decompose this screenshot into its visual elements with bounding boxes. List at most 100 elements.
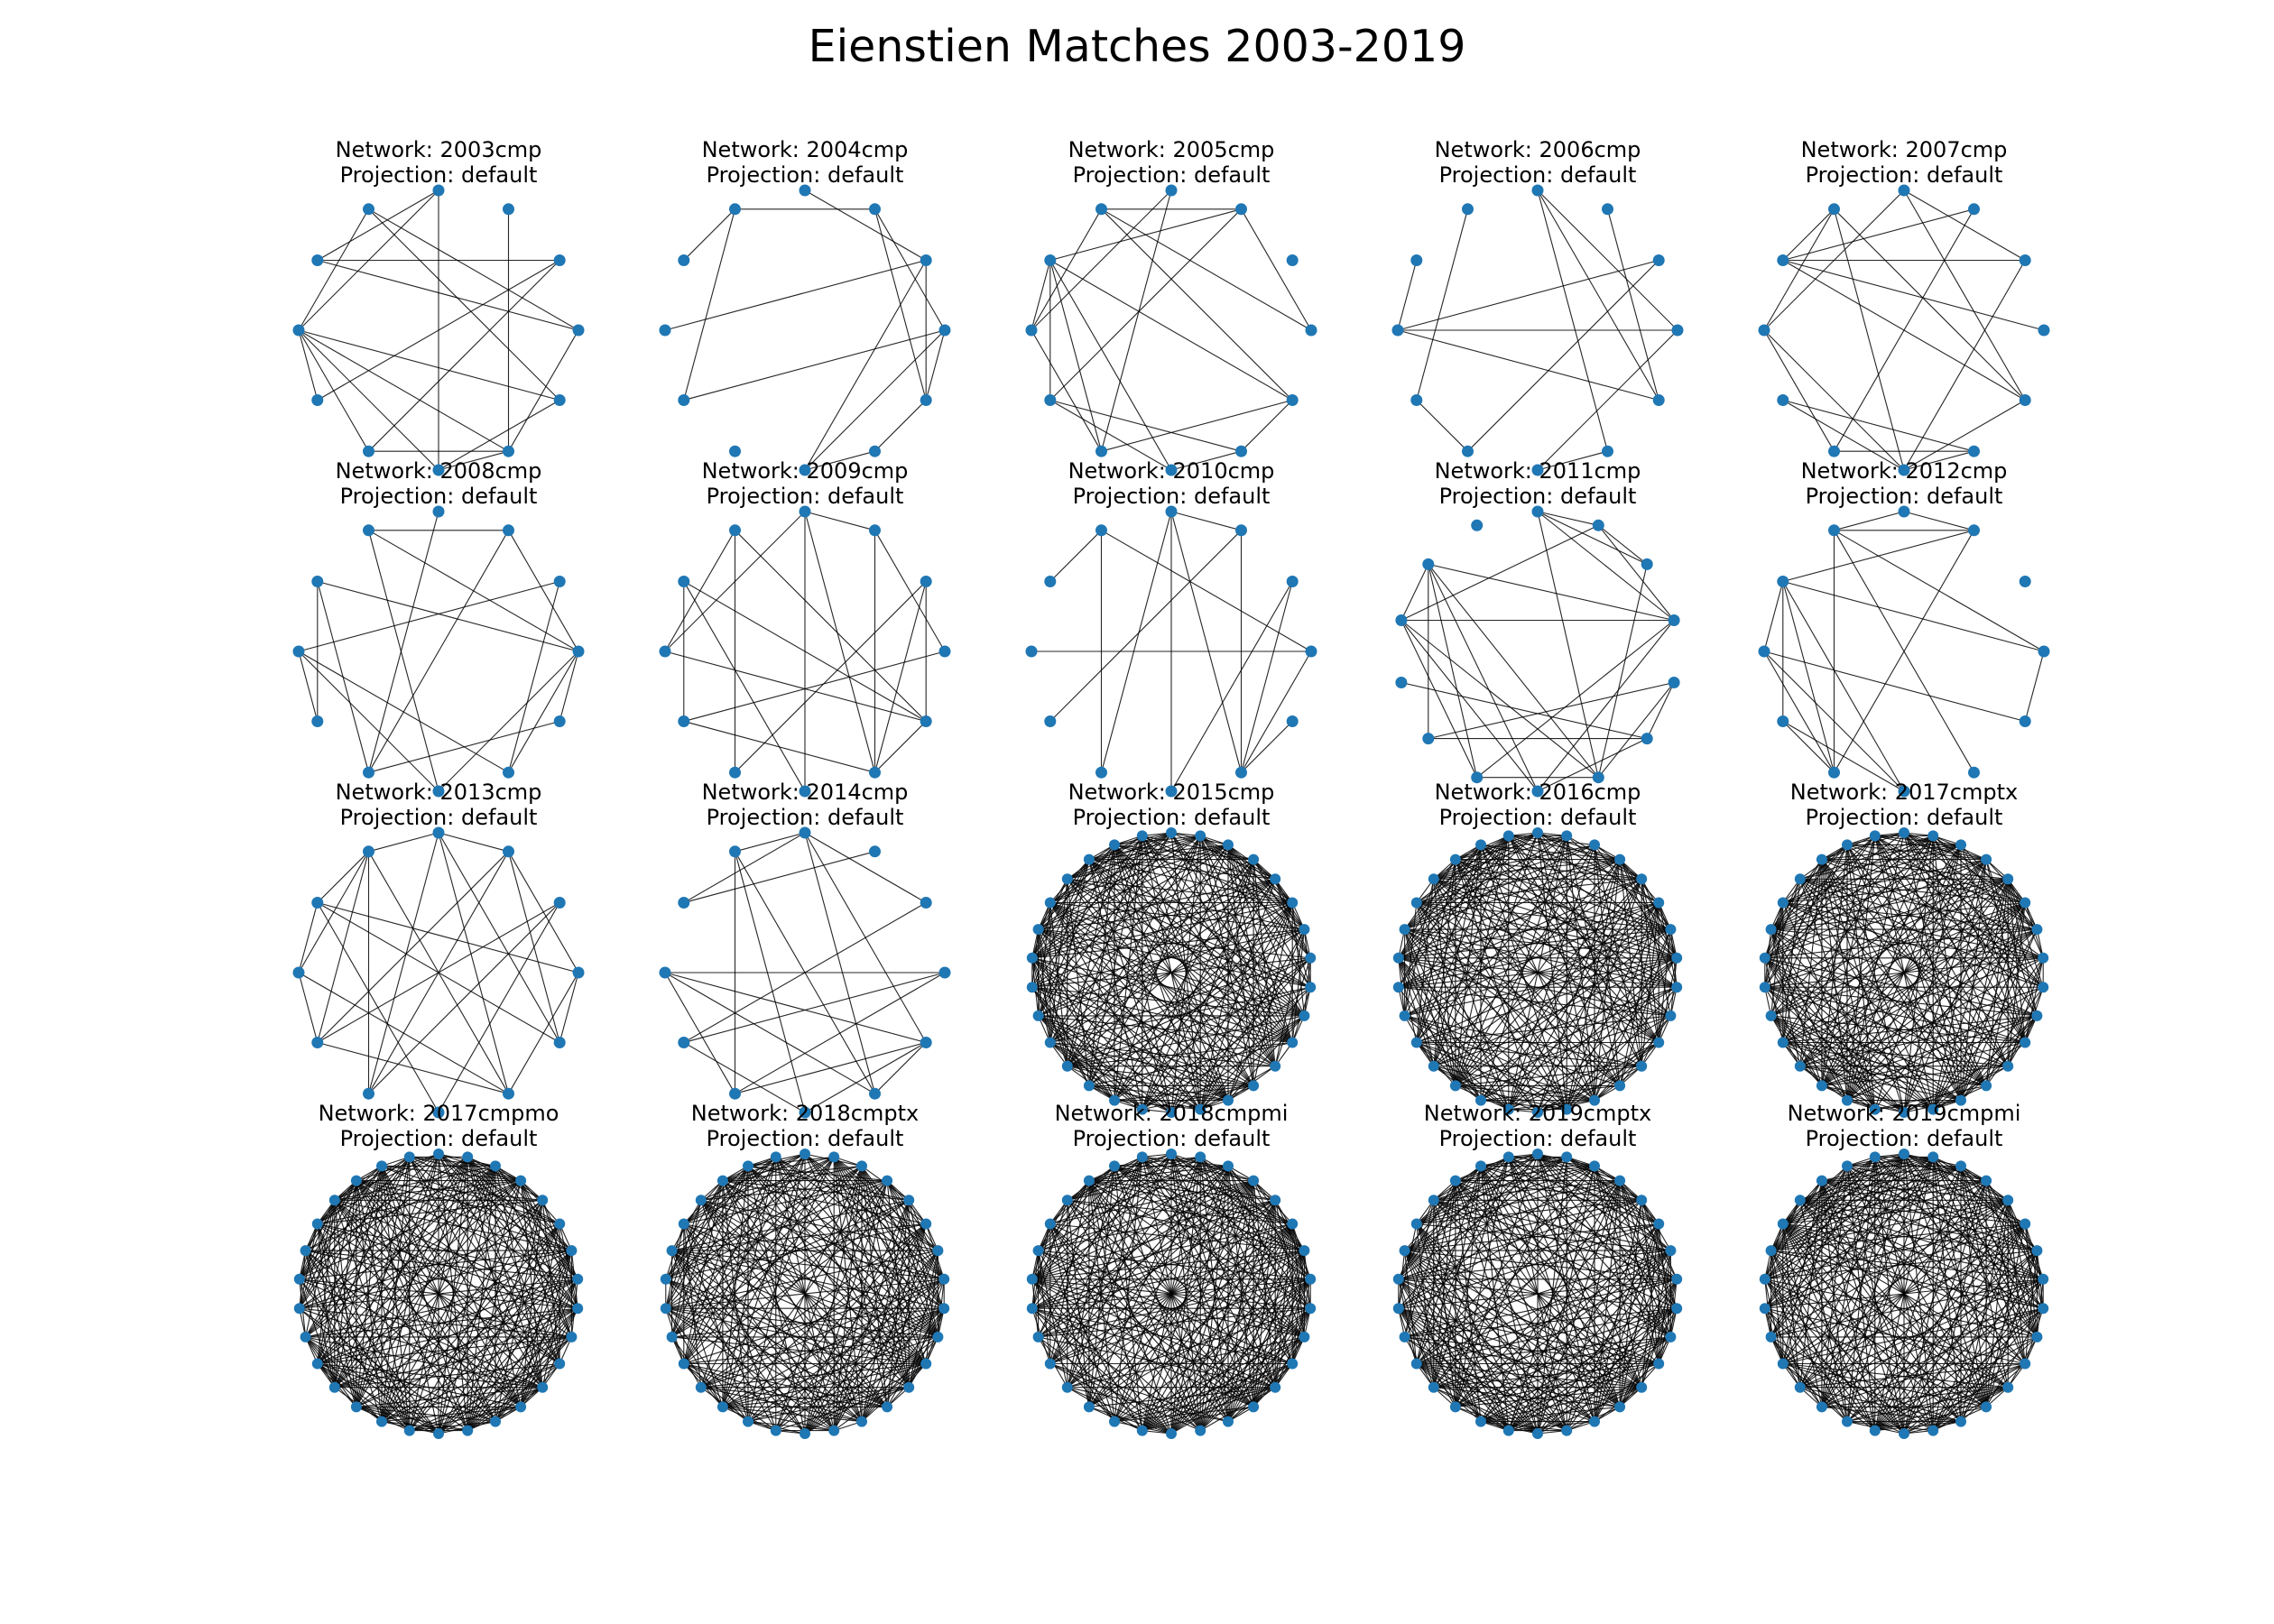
network-node — [1395, 677, 1408, 688]
network-edge — [1416, 902, 1621, 1086]
network-edge — [467, 1157, 560, 1364]
network-node — [2038, 1303, 2049, 1315]
network-edge — [1199, 1223, 1293, 1431]
network-node — [882, 1401, 893, 1413]
network-edge — [1782, 1223, 1801, 1388]
network-edge — [1455, 844, 1482, 1086]
network-node — [1671, 324, 1684, 337]
network-node — [1044, 1037, 1056, 1048]
network-edge — [1846, 832, 1905, 1101]
network-edge — [467, 1157, 543, 1388]
network-node — [1061, 873, 1073, 885]
network-edge — [1031, 1223, 1293, 1309]
network-edge — [368, 530, 509, 773]
network-edge — [1537, 1250, 1671, 1435]
network-node — [328, 1381, 340, 1393]
network-edge — [1874, 1157, 2038, 1338]
network-edge — [1833, 208, 1905, 471]
network-edge — [1537, 189, 1659, 401]
network-edge — [356, 1180, 572, 1338]
network-edge — [665, 1278, 927, 1365]
node-layer — [659, 505, 951, 798]
network-edge — [1782, 721, 1905, 792]
network-edge — [1404, 1250, 1510, 1431]
network-node — [1828, 524, 1840, 537]
network-edge — [1241, 400, 1293, 452]
network-node — [1095, 524, 1107, 537]
network-edge — [299, 1278, 411, 1431]
network-node — [1299, 924, 1310, 936]
network-edge — [1455, 1223, 1659, 1407]
network-edge — [1606, 208, 1659, 401]
network-node — [1032, 924, 1044, 936]
network-node — [869, 524, 881, 537]
network-edge — [1821, 1157, 1934, 1407]
network-node — [1235, 524, 1247, 537]
network-edge — [1038, 1250, 1254, 1407]
network-node — [432, 505, 445, 518]
network-edge — [1960, 1200, 2009, 1422]
network-node — [1955, 1160, 1966, 1172]
network-edge — [1764, 1307, 1987, 1407]
network-edge — [1433, 835, 1510, 1066]
network-node — [1270, 873, 1281, 885]
network-edge — [1537, 620, 1675, 792]
network-edge — [305, 1250, 411, 1431]
network-edge — [1619, 1223, 1659, 1407]
network-edge — [1433, 835, 1510, 880]
network-node — [462, 1151, 474, 1163]
network-edge — [1508, 1157, 1595, 1422]
network-edge — [438, 832, 509, 853]
network-node — [1502, 1151, 1514, 1163]
network-node — [515, 1401, 527, 1413]
network-node — [1305, 1273, 1317, 1285]
network-edge — [1834, 208, 2026, 401]
network-node — [1248, 854, 1260, 865]
network-edge — [1049, 1362, 1201, 1432]
network-edge — [1416, 878, 1642, 904]
network-node — [1399, 1245, 1410, 1257]
network-node — [363, 203, 374, 216]
network-node — [1842, 1094, 1853, 1106]
network-edge — [1799, 835, 1876, 1066]
network-node — [1828, 203, 1840, 216]
network-edge — [1031, 879, 1068, 959]
network-edge — [665, 1307, 863, 1423]
network-edge — [298, 651, 319, 722]
network-node — [1561, 830, 1573, 842]
edge-layer — [1031, 189, 1312, 471]
network-edge — [1114, 844, 1293, 904]
network-edge — [368, 902, 560, 1094]
network-edge — [1428, 564, 1539, 792]
network-edge — [1038, 1250, 1311, 1280]
network-edge — [1770, 878, 2009, 1017]
network-edge — [1398, 957, 1539, 1113]
network-edge — [1782, 1041, 1987, 1086]
network-edge — [683, 208, 735, 261]
network-edge — [1398, 986, 1482, 1101]
network-node — [1653, 1218, 1665, 1230]
network-edge — [438, 1153, 572, 1251]
network-edge — [317, 259, 579, 331]
network-node — [678, 1218, 689, 1230]
network-node — [363, 766, 374, 779]
network-edge — [1291, 929, 1305, 1043]
network-edge — [1770, 1015, 1876, 1111]
network-edge — [1799, 859, 1823, 1066]
network-edge — [1821, 1157, 1876, 1407]
network-edge — [1821, 1180, 1905, 1435]
network-edge — [1764, 844, 1848, 988]
network-edge — [1031, 986, 1229, 1102]
network-edge — [1416, 1223, 1510, 1431]
network-node — [1044, 254, 1057, 266]
network-node — [376, 1416, 387, 1427]
network-edge — [1770, 859, 1823, 1017]
network-edge — [1770, 928, 1848, 1101]
network-edge — [1038, 1166, 1115, 1338]
network-edge — [1088, 1180, 1143, 1431]
network-edge — [409, 1156, 578, 1309]
network-edge — [1404, 928, 1642, 1067]
network-edge — [1764, 957, 1962, 1102]
network-edge — [1404, 1180, 1456, 1338]
network-edge — [1455, 1336, 1671, 1407]
